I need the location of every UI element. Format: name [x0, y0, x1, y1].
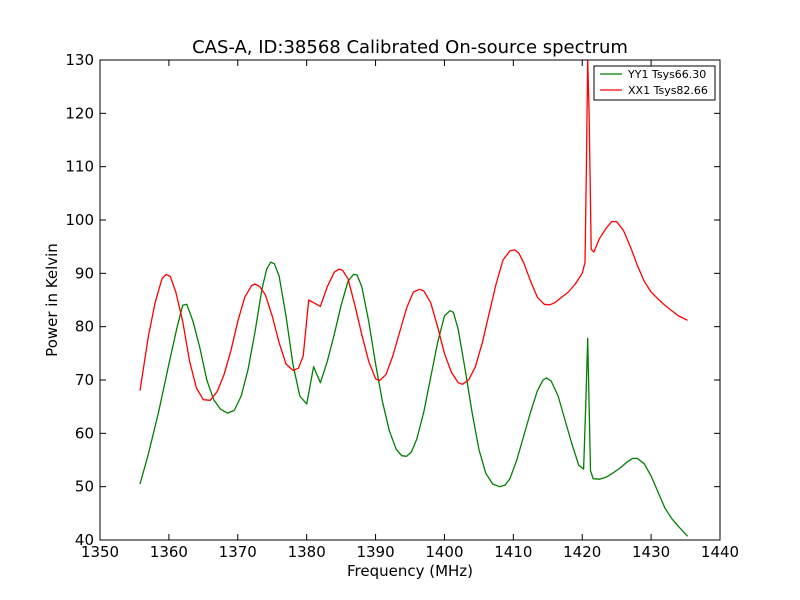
- legend-label-yy1: YY1 Tsys66.30: [627, 68, 706, 81]
- x-tick-label: 1430: [632, 543, 670, 561]
- x-tick-label: 1370: [219, 543, 257, 561]
- y-tick-label: 50: [75, 478, 94, 496]
- y-axis-label: Power in Kelvin: [43, 243, 61, 357]
- x-tick-label: 1410: [494, 543, 532, 561]
- legend: YY1 Tsys66.30 XX1 Tsys82.66: [593, 65, 716, 101]
- y-tick-label: 80: [75, 318, 94, 336]
- y-tick-label: 70: [75, 371, 94, 389]
- chart-title: CAS-A, ID:38568 Calibrated On-source spe…: [192, 37, 628, 58]
- x-axis-ticks: 1350 1360 1370 1380 1390 1400 1410 1420 1430 1440: [81, 60, 739, 561]
- legend-label-xx1: XX1 Tsys82.66: [628, 84, 708, 97]
- y-tick-label: 60: [75, 424, 94, 442]
- y-axis-ticks: 40 50 60 70 80 90 100 110 120 130: [65, 51, 720, 549]
- series-line-xx1: [139, 59, 688, 401]
- x-tick-label: 1400: [425, 543, 463, 561]
- y-tick-label: 120: [65, 104, 94, 122]
- x-tick-label: 1380: [288, 543, 326, 561]
- x-tick-label: 1440: [701, 543, 739, 561]
- series-line-yy1: [139, 261, 689, 537]
- x-axis-label: Frequency (MHz): [347, 562, 473, 580]
- plot-frame: [99, 59, 721, 541]
- y-tick-label: 100: [65, 211, 94, 229]
- x-tick-label: 1390: [356, 543, 394, 561]
- y-tick-label: 90: [75, 264, 94, 282]
- x-tick-label: 1420: [563, 543, 601, 561]
- series-layer: [139, 59, 689, 537]
- legend-box: [593, 65, 716, 101]
- y-tick-label: 110: [65, 158, 94, 176]
- y-tick-label: 130: [65, 51, 94, 69]
- x-tick-label: 1350: [81, 543, 119, 561]
- x-tick-label: 1360: [150, 543, 188, 561]
- y-tick-label: 40: [75, 531, 94, 549]
